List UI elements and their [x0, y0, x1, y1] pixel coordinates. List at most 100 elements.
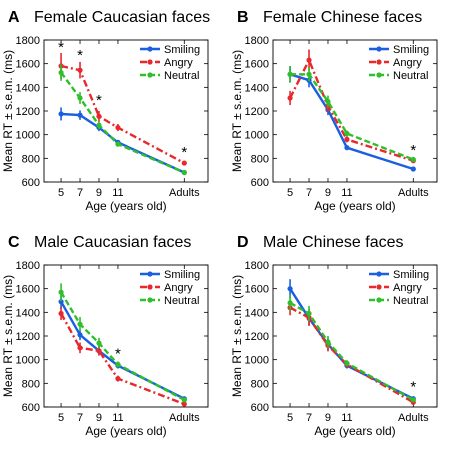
x-axis-label: Age (years old) — [85, 199, 166, 213]
y-tick-label: 600 — [251, 402, 269, 414]
data-point — [181, 401, 187, 407]
x-tick-label: 5 — [287, 187, 293, 199]
x-axis-label: Age (years old) — [314, 199, 395, 213]
legend-label: Smiling — [393, 44, 429, 56]
panel-title: Female Chinese faces — [263, 9, 422, 26]
x-tick-label: 5 — [58, 187, 64, 199]
legend-marker — [376, 59, 382, 65]
y-tick-label: 1600 — [245, 284, 269, 296]
x-tick-label: 9 — [325, 187, 331, 199]
y-tick-label: 600 — [22, 177, 40, 189]
series-line-angry — [60, 312, 185, 406]
legend-label: Smiling — [164, 44, 200, 56]
data-point — [325, 98, 331, 105]
legend-marker — [376, 72, 382, 78]
chart-panel-d: D Male Chinese faces 600 800 1000 1200 1400 160… — [230, 234, 438, 438]
series-neutral — [58, 283, 187, 403]
legend-label: Neutral — [164, 295, 199, 307]
data-point — [96, 340, 102, 346]
series-neutral — [287, 66, 416, 163]
y-tick-label: 800 — [22, 378, 40, 390]
legend-marker — [147, 271, 153, 277]
y-tick-label: 1000 — [16, 130, 40, 142]
series-line-neutral — [60, 71, 185, 174]
x-tick-label: 9 — [96, 187, 102, 199]
series-line-smiling — [61, 112, 185, 174]
data-point — [115, 141, 121, 147]
data-point — [306, 71, 312, 77]
y-tick-label: 1800 — [245, 35, 269, 47]
legend-marker — [376, 271, 382, 277]
legend-label: Angry — [393, 282, 422, 294]
data-point — [181, 160, 187, 166]
significance-marker: * — [181, 144, 187, 161]
legend-marker — [147, 46, 153, 52]
legend-label: Angry — [393, 57, 422, 69]
data-point — [77, 67, 83, 73]
y-tick-label: 1200 — [16, 106, 40, 118]
y-tick-label: 800 — [251, 153, 269, 165]
data-point — [115, 376, 121, 382]
data-point — [287, 95, 293, 101]
significance-marker: * — [96, 92, 102, 109]
panel-title: Male Caucasian faces — [34, 234, 191, 251]
y-tick-label: 1000 — [245, 355, 269, 367]
x-tick-label: 11 — [341, 187, 352, 199]
panel-letter: B — [237, 9, 249, 26]
chart-panel-a: A Female Caucasian faces 600 800 1000 1200 140… — [1, 9, 210, 213]
data-point — [344, 360, 350, 366]
data-point — [306, 57, 312, 63]
data-point — [77, 321, 83, 327]
data-point — [306, 310, 312, 317]
legend-marker — [376, 284, 382, 290]
panel-letter: D — [237, 234, 249, 251]
y-tick-label: 1000 — [245, 130, 269, 142]
data-point — [181, 397, 187, 403]
x-axis-label: Age (years old) — [85, 424, 166, 438]
y-tick-label: 800 — [22, 153, 40, 165]
significance-marker: * — [410, 379, 416, 396]
y-tick-label: 1600 — [245, 59, 269, 71]
panel-letter: A — [8, 9, 20, 26]
data-point — [58, 111, 64, 117]
legend-marker — [147, 59, 153, 65]
legend-label: Neutral — [393, 295, 428, 307]
data-point — [58, 299, 64, 305]
y-axis-label: Mean RT ± s.e.m. (ms) — [230, 275, 244, 397]
y-tick-label: 1000 — [16, 355, 40, 367]
y-tick-label: 1200 — [245, 106, 269, 118]
x-tick-label: 9 — [325, 412, 331, 424]
x-tick-label: 5 — [287, 412, 293, 424]
y-axis-label: Mean RT ± s.e.m. (ms) — [230, 50, 244, 172]
y-tick-label: 600 — [251, 177, 269, 189]
data-point — [77, 345, 83, 351]
data-point — [77, 112, 83, 118]
series-angry — [58, 307, 187, 407]
panel-title: Male Chinese faces — [263, 234, 404, 251]
data-point — [410, 397, 416, 403]
series-neutral — [287, 294, 416, 403]
data-point — [344, 145, 350, 151]
data-point — [344, 136, 350, 142]
x-tick-label: 7 — [77, 412, 83, 424]
data-point — [287, 71, 293, 77]
data-point — [77, 332, 83, 338]
legend-marker — [376, 46, 382, 52]
x-tick-label: 9 — [96, 412, 102, 424]
chart-panel-b: B Female Chinese faces 600 800 1000 1200 1400 1… — [230, 9, 438, 213]
legend-label: Smiling — [164, 269, 200, 281]
data-point — [58, 310, 64, 317]
data-point — [96, 122, 102, 128]
significance-marker: * — [58, 39, 64, 56]
x-tick-label: 7 — [306, 187, 312, 199]
legend-marker — [147, 72, 153, 78]
x-tick-label: 11 — [112, 187, 123, 199]
legend-label: Neutral — [164, 70, 199, 82]
legend-label: Angry — [164, 57, 193, 69]
y-tick-label: 800 — [251, 378, 269, 390]
data-point — [287, 286, 293, 292]
y-tick-label: 1800 — [16, 35, 40, 47]
